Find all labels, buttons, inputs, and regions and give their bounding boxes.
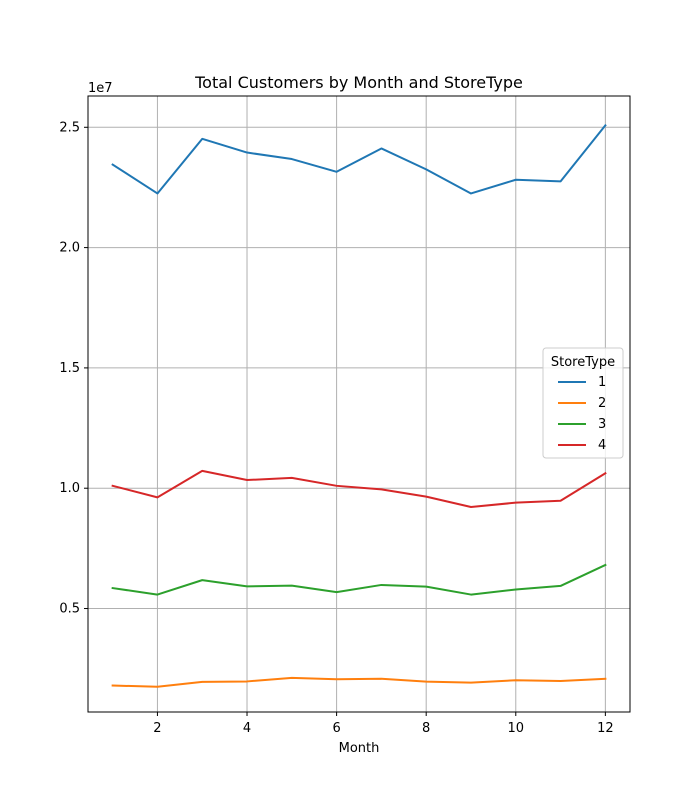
series-line-storetype-1 bbox=[111, 123, 607, 195]
y-scale-label: 1e7 bbox=[88, 81, 113, 96]
tick-layer: 2 4 6 8 10 120.51.01.52.02.5 bbox=[59, 120, 613, 736]
legend-title: StoreType bbox=[551, 355, 615, 370]
y-tick-label: 0.5 bbox=[59, 602, 80, 617]
legend-label-storetype-2: 2 bbox=[598, 396, 606, 411]
y-tick-label: 2.5 bbox=[59, 120, 80, 135]
y-tick-label: 1.5 bbox=[59, 361, 80, 376]
legend: StoreType 1 2 3 4 bbox=[542, 347, 624, 459]
series-line-storetype-4 bbox=[111, 469, 607, 508]
chart-title: Total Customers by Month and StoreType bbox=[194, 73, 523, 92]
series-line-storetype-2 bbox=[111, 676, 607, 688]
x-tick-label: 12 bbox=[597, 721, 614, 736]
y-tick-label: 1.0 bbox=[59, 481, 80, 496]
legend-label-storetype-1: 1 bbox=[598, 375, 606, 390]
x-tick-label: 10 bbox=[508, 721, 525, 736]
x-axis-label: Month bbox=[339, 741, 380, 756]
series-layer bbox=[111, 123, 607, 688]
x-tick-label: 4 bbox=[243, 721, 251, 736]
x-tick-label: 2 bbox=[153, 721, 161, 736]
legend-items: 1 2 3 4 bbox=[558, 375, 606, 453]
plot-area-frame bbox=[87, 95, 631, 713]
legend-label-storetype-4: 4 bbox=[598, 438, 606, 453]
x-tick-label: 8 bbox=[422, 721, 430, 736]
x-tick-label: 6 bbox=[332, 721, 340, 736]
y-tick-label: 2.0 bbox=[59, 241, 80, 256]
legend-label-storetype-3: 3 bbox=[598, 417, 606, 432]
series-line-storetype-3 bbox=[111, 563, 607, 596]
